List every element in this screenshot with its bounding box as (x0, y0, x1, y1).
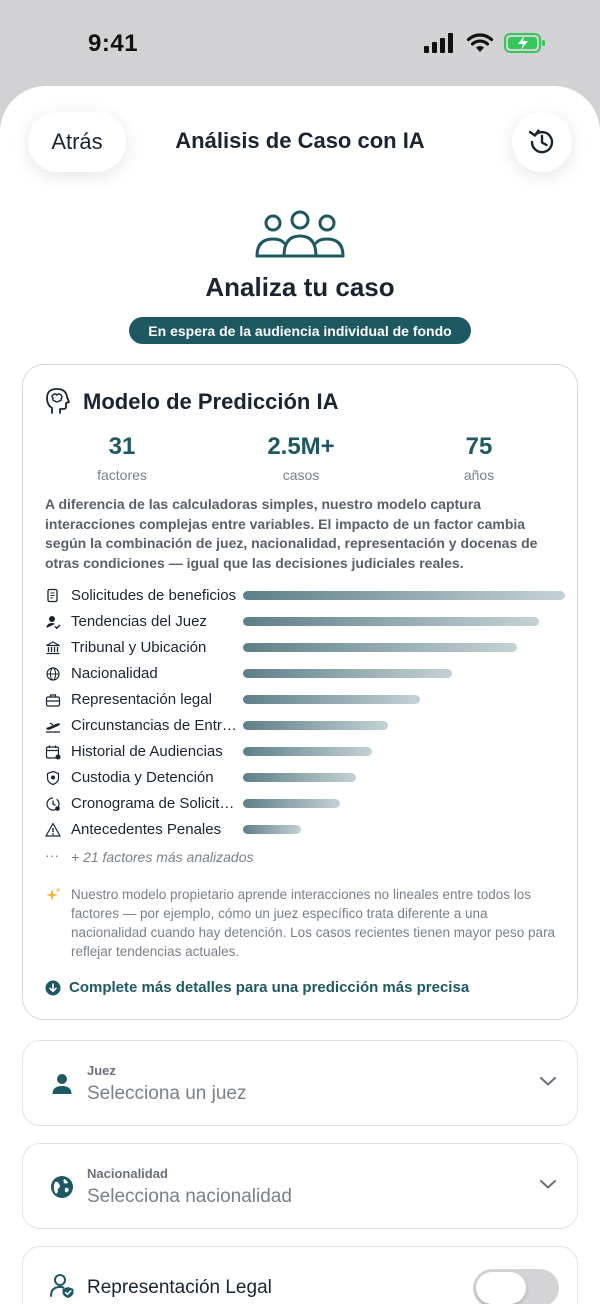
stat-value: 2.5M+ (267, 433, 335, 460)
stat-factors: 31 factores (52, 433, 192, 483)
courthouse-icon (46, 641, 60, 655)
person-check-icon (46, 616, 61, 630)
status-bar: 9:41 (0, 0, 600, 88)
complete-details-text: Complete más detalles para una predicció… (69, 979, 470, 996)
factor-label: Representación legal (71, 691, 212, 708)
person-shield-icon (50, 1274, 74, 1298)
factor-row: Tribunal y Ubicación (45, 637, 565, 663)
document-icon (47, 588, 58, 603)
factor-weight-bar (243, 721, 388, 730)
ellipsis-icon: ··· (45, 847, 59, 863)
factor-row: Solicitudes de beneficios (45, 585, 565, 611)
factor-label: Nacionalidad (71, 665, 158, 682)
factor-label: Solicitudes de beneficios (71, 587, 237, 604)
stat-label: años (463, 467, 495, 483)
prediction-model-card: Modelo de Predicción IA 31 factores 2.5M… (22, 364, 578, 1020)
sparkle-icon (46, 887, 61, 901)
factor-label: Tendencias del Juez (71, 613, 207, 630)
judge-select[interactable]: Juez Selecciona un juez (22, 1040, 578, 1126)
stat-value: 31 (108, 433, 136, 460)
stat-value: 75 (465, 433, 493, 460)
status-time: 9:41 (88, 30, 139, 57)
factor-weight-bar (243, 617, 540, 626)
nationality-value: Selecciona nacionalidad (87, 1186, 292, 1207)
hero-title: Analiza tu caso (205, 272, 395, 302)
factor-row: Representación legal (45, 689, 565, 715)
nationality-label: Nacionalidad (87, 1166, 168, 1181)
factor-weight-bar (243, 669, 453, 678)
chevron-down-icon (540, 1180, 556, 1189)
main-sheet: Atrás Análisis de Caso con IA Analiza tu… (0, 86, 600, 1304)
factor-label: Cronograma de Solicitudes (71, 795, 239, 812)
globe-icon (46, 667, 60, 681)
factor-weight-bar (243, 643, 517, 652)
factor-weight-bar (243, 747, 372, 756)
factor-label: Historial de Audiencias (71, 743, 223, 760)
page-title: Análisis de Caso con IA (175, 128, 425, 153)
status-icons (424, 32, 546, 54)
complete-details-link[interactable]: Complete más detalles para una predicció… (45, 979, 469, 996)
judge-value: Selecciona un juez (87, 1083, 247, 1104)
factor-weight-bar (243, 773, 356, 782)
factor-weight-bar (243, 799, 340, 808)
briefcase-icon (45, 694, 61, 707)
stats-row: 31 factores 2.5M+ casos 75 años (23, 433, 579, 485)
users-group-icon (255, 210, 345, 258)
factor-label: Custodia y Detención (71, 769, 214, 786)
signal-icon (424, 33, 453, 53)
person-icon (52, 1074, 72, 1094)
factor-row: Cronograma de Solicitudes (45, 793, 565, 819)
factor-row: Tendencias del Juez (45, 611, 565, 637)
note-text: Nuestro modelo propietario aprende inter… (71, 887, 556, 959)
representation-toggle[interactable] (473, 1269, 559, 1304)
factor-weight-bar (243, 695, 421, 704)
shield-icon (46, 770, 60, 786)
nationality-select[interactable]: Nacionalidad Selecciona nacionalidad (22, 1143, 578, 1229)
factor-weight-bar (243, 591, 565, 600)
toggle-knob (476, 1272, 526, 1304)
factor-label: Antecedentes Penales (71, 821, 222, 838)
stat-cases: 2.5M+ casos (231, 433, 371, 483)
factor-row: Historial de Audiencias (45, 741, 565, 767)
history-button[interactable] (512, 112, 572, 172)
factor-row: Antecedentes Penales (45, 819, 565, 845)
arrow-down-circle-icon (45, 980, 61, 995)
factor-row: Custodia y Detención (45, 767, 565, 793)
wifi-icon (466, 33, 494, 52)
more-factors-text: + 21 factores más analizados (71, 849, 254, 865)
factor-row: Circunstancias de Entrada (45, 715, 565, 741)
stat-years: 75 años (409, 433, 549, 483)
clock-icon (46, 797, 60, 811)
history-icon (528, 129, 554, 154)
brain-head-icon (46, 388, 70, 414)
representation-label: Representación Legal (87, 1277, 272, 1298)
factor-label: Circunstancias de Entrada (71, 717, 239, 734)
factor-row: Nacionalidad (45, 663, 565, 689)
card-title: Modelo de Predicción IA (83, 389, 339, 414)
plane-icon (46, 722, 60, 733)
stat-label: factores (97, 467, 147, 483)
factor-weight-bar (243, 825, 301, 834)
globe-icon (51, 1176, 73, 1198)
factor-label: Tribunal y Ubicación (71, 639, 207, 656)
case-status-badge: En espera de la audiencia individual de … (129, 317, 471, 344)
calendar-icon (45, 745, 61, 760)
more-factors-row: ··· + 21 factores más analizados (45, 847, 565, 867)
model-description: A diferencia de las calculadoras simples… (45, 496, 538, 571)
judge-label: Juez (87, 1063, 116, 1078)
stat-label: casos (282, 467, 320, 483)
chevron-down-icon (540, 1077, 556, 1086)
legal-representation-row: Representación Legal (22, 1246, 578, 1304)
back-button[interactable]: Atrás (28, 112, 126, 172)
battery-charging-icon (504, 33, 545, 53)
warning-icon (45, 822, 61, 837)
